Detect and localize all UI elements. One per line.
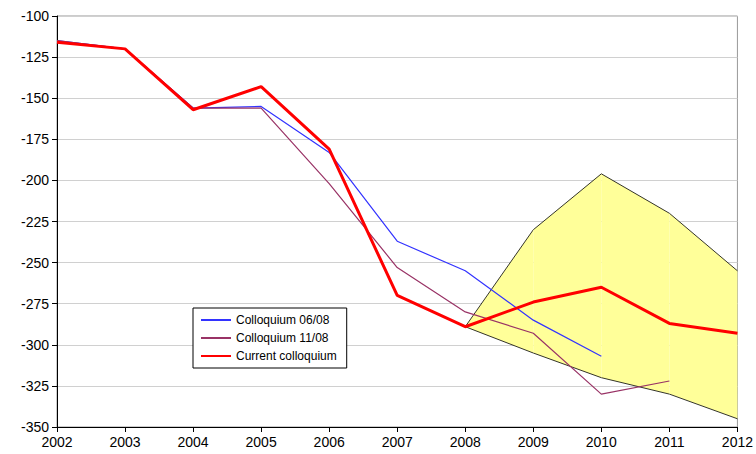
svg-text:-325: -325 xyxy=(21,378,49,394)
svg-text:-200: -200 xyxy=(21,172,49,188)
svg-text:2008: 2008 xyxy=(450,434,481,450)
svg-text:2011: 2011 xyxy=(654,434,684,450)
svg-text:2005: 2005 xyxy=(246,434,277,450)
svg-text:-300: -300 xyxy=(21,337,49,353)
svg-text:Colloquium 06/08: Colloquium 06/08 xyxy=(236,313,330,327)
svg-text:2006: 2006 xyxy=(314,434,345,450)
svg-text:2007: 2007 xyxy=(382,434,413,450)
svg-text:2003: 2003 xyxy=(109,434,140,450)
svg-text:-100: -100 xyxy=(21,8,49,24)
svg-text:-350: -350 xyxy=(21,419,49,435)
svg-text:-275: -275 xyxy=(21,296,49,312)
svg-text:2004: 2004 xyxy=(178,434,209,450)
svg-text:2009: 2009 xyxy=(518,434,549,450)
svg-text:-175: -175 xyxy=(21,131,49,147)
svg-text:-225: -225 xyxy=(21,214,49,230)
svg-text:2002: 2002 xyxy=(41,434,72,450)
svg-text:2012: 2012 xyxy=(722,434,753,450)
svg-text:-150: -150 xyxy=(21,90,49,106)
svg-text:2010: 2010 xyxy=(586,434,617,450)
svg-text:-250: -250 xyxy=(21,255,49,271)
svg-text:Current colloquium: Current colloquium xyxy=(236,349,337,363)
svg-text:-125: -125 xyxy=(21,49,49,65)
svg-text:Colloquium 11/08: Colloquium 11/08 xyxy=(236,331,329,345)
